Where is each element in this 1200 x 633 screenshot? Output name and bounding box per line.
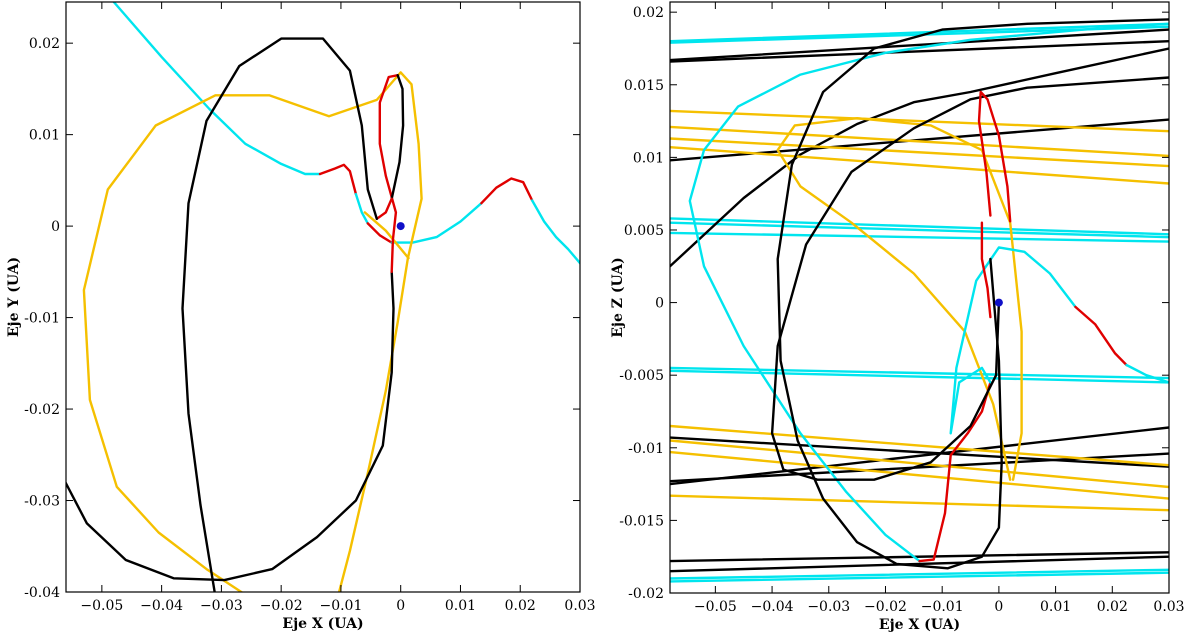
orbit-series-5	[670, 366, 1169, 380]
x-tick-label: −0.02	[864, 599, 907, 615]
orbit-series-13	[181, 37, 378, 592]
orbit-series-4	[670, 231, 1169, 243]
orbit-series-15	[670, 426, 1169, 486]
y-tick-label: 0.02	[29, 36, 60, 52]
x-tick-label: −0.01	[921, 599, 964, 615]
x-tick-label: 0.03	[564, 598, 595, 614]
x-tick-label: −0.05	[80, 598, 123, 614]
orbit-series-29	[949, 246, 1077, 435]
orbit-series-13	[670, 436, 1169, 468]
orbit-series-18	[670, 109, 1169, 133]
orbit-series-2	[670, 217, 1169, 236]
orbit-series-35	[977, 90, 1012, 223]
y-tick-label: -0.02	[24, 402, 60, 418]
orbit-series-23	[670, 439, 1169, 489]
orbit-series-9	[66, 270, 395, 582]
xz-plot-panel: −0.05 −0.04 −0.03 −0.02 −0.01 0 0.01 0.02 0.03 0.…	[610, 1, 1185, 633]
orbit-series-8	[670, 571, 1169, 583]
orbit-series-11	[390, 74, 405, 200]
x-axis-label: Eje X (UA)	[282, 616, 363, 632]
plot-frame	[65, 1, 581, 593]
orbit-series-19	[670, 125, 1169, 158]
y-tick-label: -0.03	[24, 494, 60, 510]
y-tick-label: -0.04	[24, 585, 60, 601]
orbit-series-34	[980, 221, 992, 319]
orbit-series-5	[480, 177, 534, 205]
orbit-series-12	[375, 197, 393, 220]
orbit-series-6	[670, 369, 1169, 384]
orbit-series-33	[776, 18, 1169, 570]
x-axis-label: Eje X (UA)	[879, 617, 960, 633]
orbit-series-32	[770, 76, 1169, 481]
y-tick-label: 0.01	[633, 150, 664, 166]
plot-frame	[669, 1, 1170, 594]
x-tick-label: −0.03	[807, 599, 850, 615]
y-tick-label: -0.015	[619, 513, 664, 529]
x-tick-label: −0.05	[694, 599, 737, 615]
x-tick-label: 0.02	[505, 598, 536, 614]
x-tick-label: −0.03	[200, 598, 243, 614]
orbit-series-28	[918, 381, 992, 563]
y-axis-label: Eje Z (UA)	[610, 257, 626, 338]
orbit-series-10	[670, 40, 1169, 63]
xy-plot-panel: −0.05 −0.04 −0.03 −0.02 −0.01 0 0.01 0.02 0.03 0.…	[6, 1, 596, 632]
orbit-series-7	[670, 568, 1169, 580]
y-tick-label: 0.005	[624, 223, 664, 239]
y-tick-label: 0.02	[633, 5, 664, 21]
y-tick-label: 0.015	[624, 78, 664, 94]
orbit-series-20	[670, 137, 1169, 168]
orbit-series-0	[670, 22, 1169, 43]
orbit-series-30	[1074, 305, 1128, 367]
center-point-marker	[396, 222, 405, 231]
x-tick-label: −0.02	[260, 598, 303, 614]
orbit-series-6	[531, 199, 580, 265]
y-tick-label: 0	[655, 296, 664, 312]
orbit-series-1	[318, 163, 358, 196]
orbit-series-16	[670, 551, 1169, 563]
orbit-series-27	[688, 22, 1169, 563]
orbit-series-12	[670, 47, 1169, 268]
orbit-series-22	[670, 424, 1169, 467]
x-tick-label: −0.04	[751, 599, 794, 615]
orbit-series-7	[82, 71, 423, 592]
x-tick-label: −0.04	[140, 598, 183, 614]
y-tick-label: 0	[51, 219, 60, 235]
orbit-series-9	[670, 28, 1169, 62]
series-group	[66, 2, 580, 592]
orbit-series-25	[670, 494, 1169, 512]
series-group	[670, 18, 1169, 583]
y-axis-label: Eje Y (UA)	[6, 257, 22, 337]
orbit-series-8	[363, 211, 410, 260]
x-tick-label: 0.03	[1153, 599, 1184, 615]
orbit-series-2	[354, 192, 369, 225]
y-tick-label: -0.02	[628, 586, 664, 602]
y-tick-label: -0.005	[619, 368, 664, 384]
orbit-series-3	[670, 221, 1169, 239]
orbit-series-26	[776, 117, 1023, 481]
orbit-series-3	[366, 222, 393, 244]
orbit-series-21	[670, 146, 1169, 185]
orbit-series-14	[670, 452, 1169, 483]
y-tick-label: -0.01	[24, 311, 60, 327]
x-tick-label: 0	[396, 598, 405, 614]
orbit-series-24	[670, 450, 1169, 500]
y-tick-label: -0.01	[628, 441, 664, 457]
orbit-series-31	[1125, 363, 1169, 384]
x-tick-label: −0.01	[319, 598, 362, 614]
orbit-series-10	[378, 74, 399, 273]
x-tick-label: 0	[994, 599, 1003, 615]
orbit-series-4	[390, 202, 483, 244]
orbit-series-0	[112, 2, 322, 176]
x-tick-label: 0.01	[1040, 599, 1071, 615]
center-point-marker	[994, 298, 1003, 307]
x-tick-label: 0.01	[445, 598, 476, 614]
orbit-series-17	[670, 555, 1169, 573]
x-tick-label: 0.02	[1097, 599, 1128, 615]
y-tick-label: 0.01	[29, 128, 60, 144]
